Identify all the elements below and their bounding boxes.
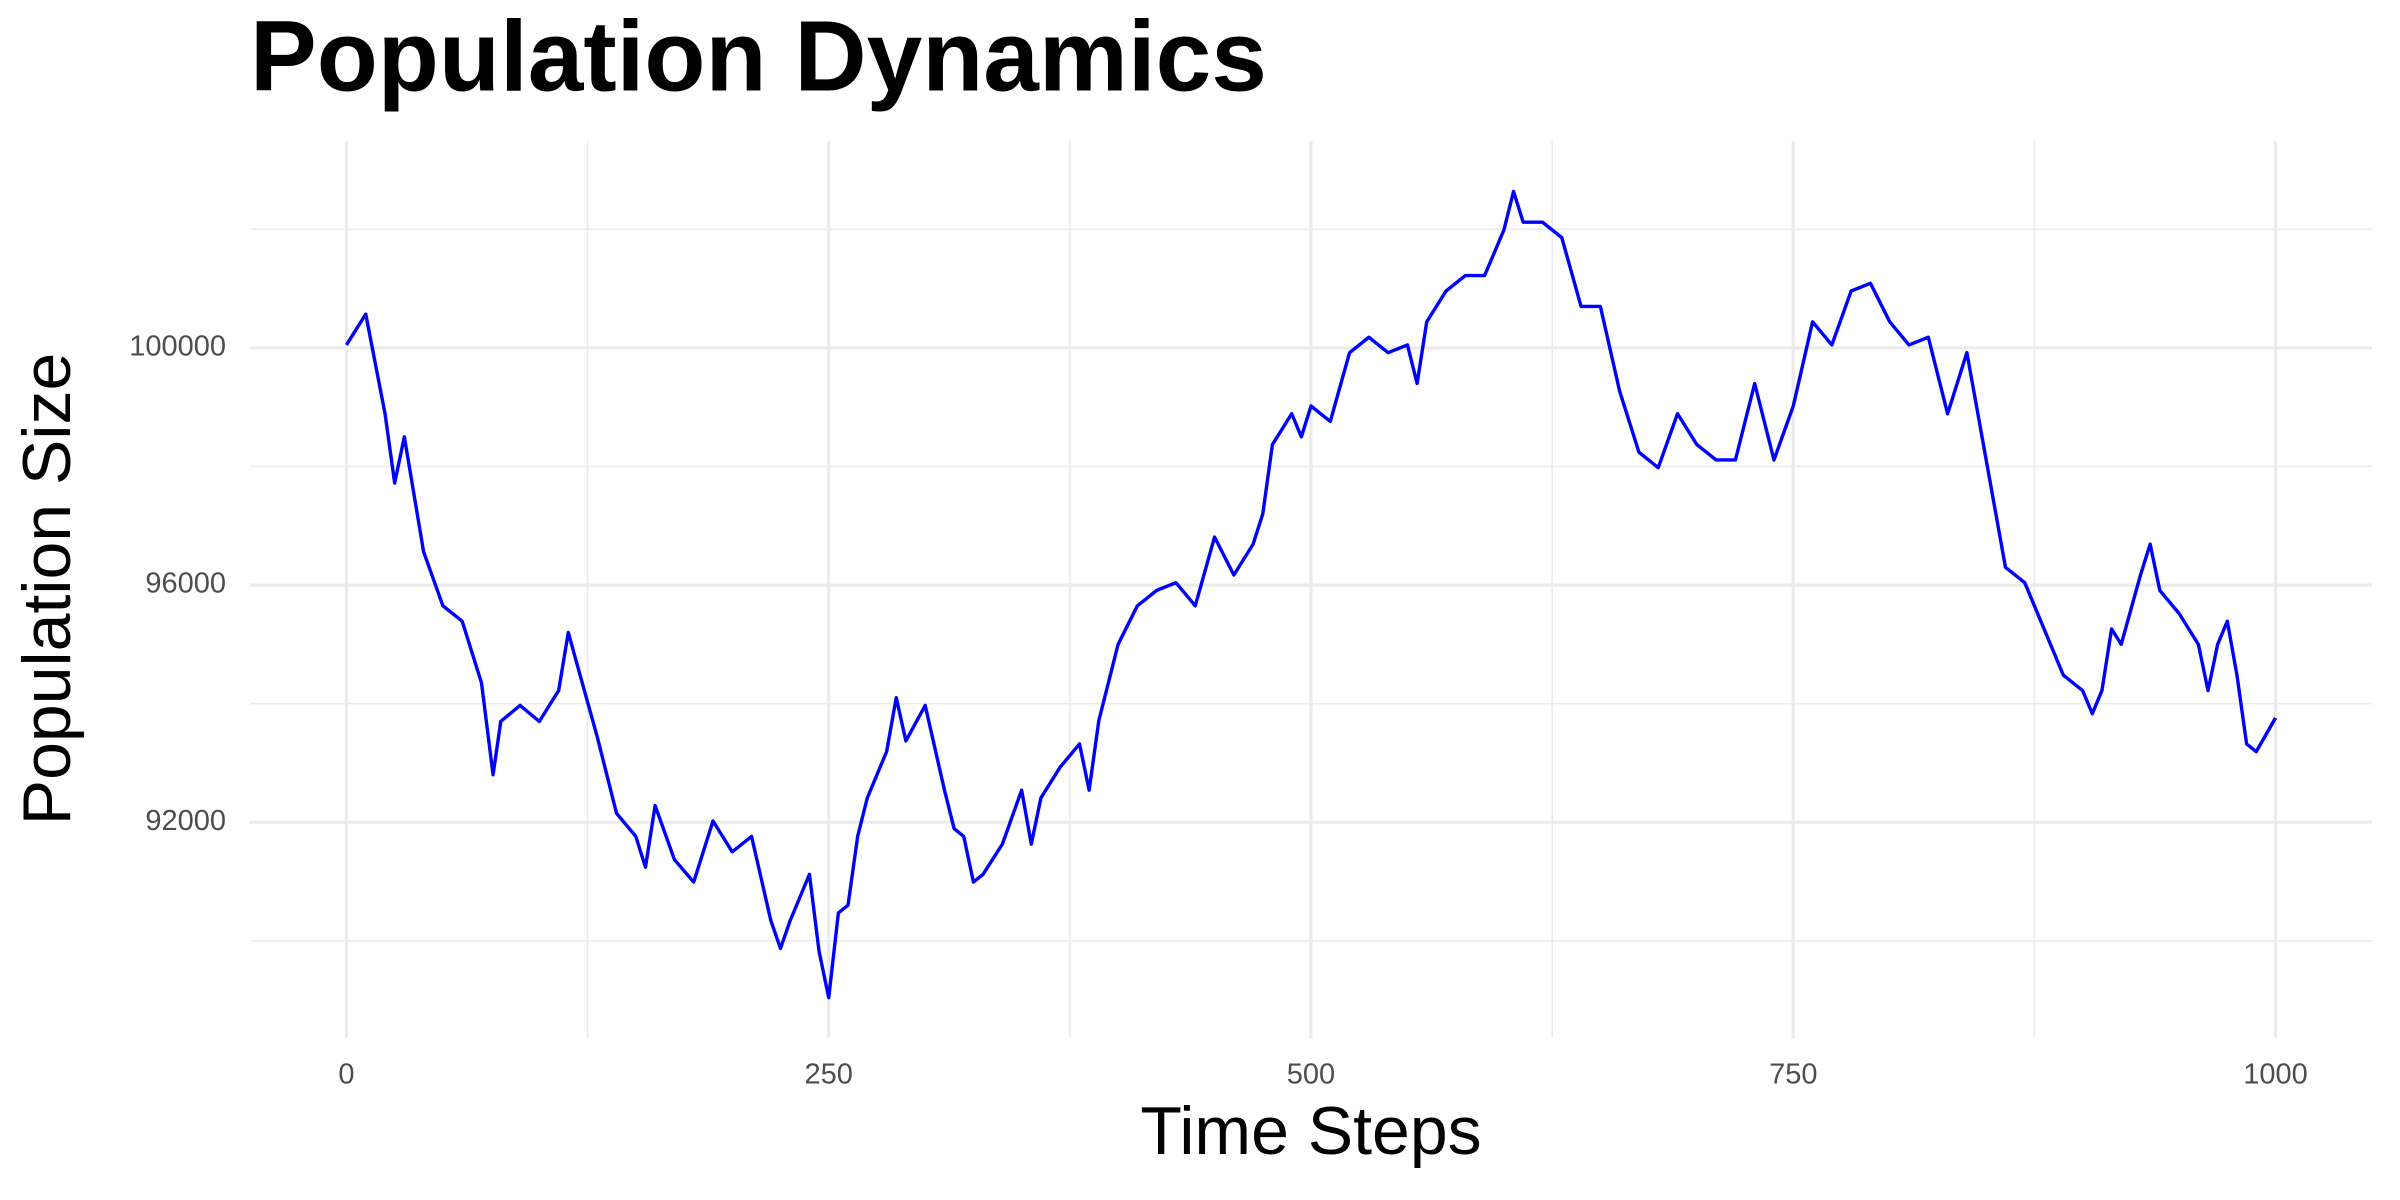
y-axis-label: Population Size bbox=[9, 353, 85, 826]
y-tick-label: 92000 bbox=[145, 805, 226, 837]
y-tick-label: 100000 bbox=[129, 331, 226, 363]
x-tick-label: 750 bbox=[1769, 1059, 1817, 1091]
chart-title: Population Dynamics bbox=[250, 0, 1267, 112]
x-axis-label: Time Steps bbox=[1140, 1093, 1481, 1169]
x-tick-label: 0 bbox=[338, 1059, 354, 1091]
x-tick-label: 250 bbox=[805, 1059, 853, 1091]
y-tick-label: 96000 bbox=[145, 568, 226, 600]
x-tick-label: 500 bbox=[1287, 1059, 1335, 1091]
data-line bbox=[345, 189, 2278, 1000]
grid bbox=[250, 141, 2372, 1038]
x-tick-label: 1000 bbox=[2243, 1059, 2308, 1091]
